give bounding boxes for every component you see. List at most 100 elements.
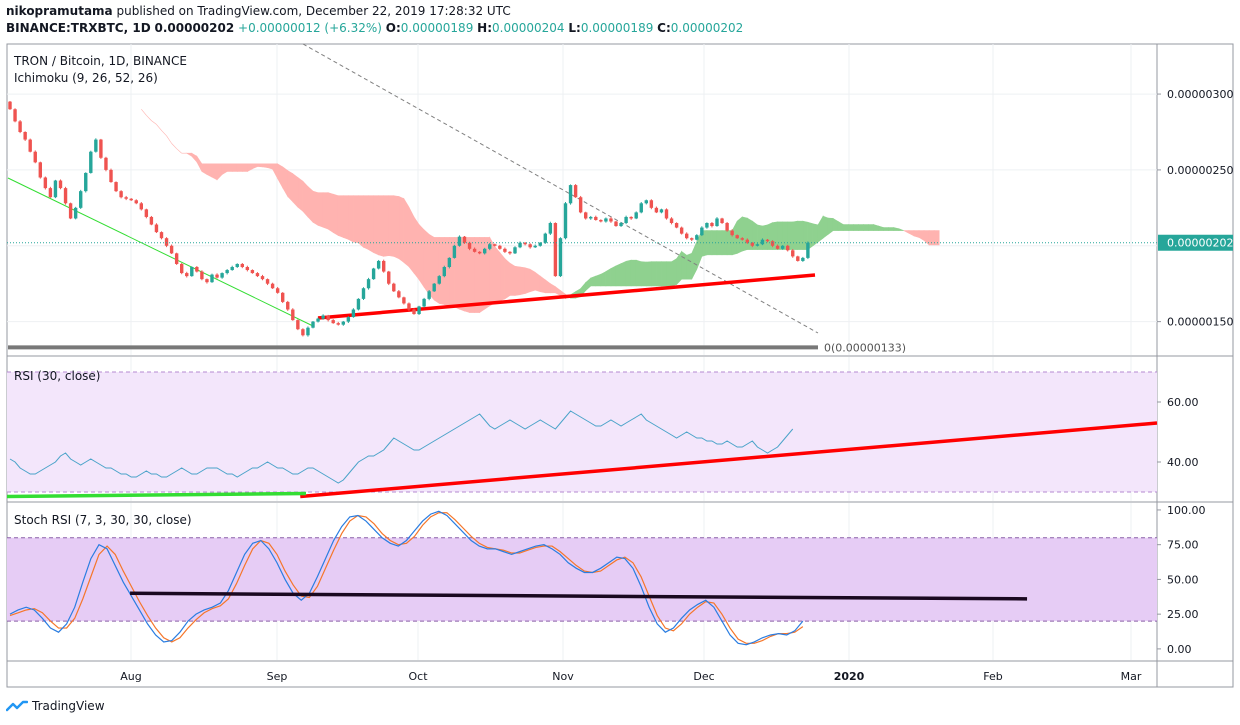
last-price-tag-label: 0.00000202: [1167, 237, 1233, 250]
candle-body: [240, 263, 244, 268]
cloud-segment: [585, 277, 592, 292]
cloud-segment: [524, 267, 531, 294]
candle-body: [594, 216, 598, 220]
cloud-segment: [888, 227, 895, 231]
candle-body: [624, 216, 628, 224]
cloud-segment: [514, 265, 521, 296]
cloud-segment: [156, 124, 162, 131]
candle-body: [584, 212, 588, 219]
cloud-segment: [640, 261, 647, 287]
candle-body: [483, 248, 487, 254]
cloud-segment: [832, 217, 839, 231]
cloud-segment: [317, 192, 324, 228]
cloud-segment: [605, 267, 612, 287]
cloud-segment: [534, 271, 541, 293]
tradingview-logo-icon: [6, 700, 28, 712]
candle-body: [760, 239, 765, 245]
cloud-segment: [348, 195, 354, 243]
candle-body: [94, 139, 98, 152]
candle-body: [366, 279, 371, 289]
candle-body: [341, 321, 345, 325]
candle-body: [185, 273, 189, 277]
candle-body: [629, 216, 633, 219]
candle-body: [649, 200, 654, 208]
x-tick-label: Oct: [408, 670, 428, 683]
candle-body: [437, 276, 441, 284]
candle-body: [99, 139, 103, 158]
candle-body: [331, 320, 335, 324]
candle-body: [301, 329, 305, 336]
candle-body: [644, 200, 648, 204]
cloud-segment: [479, 237, 486, 314]
candle-body: [48, 188, 53, 198]
cloud-segment: [166, 135, 172, 144]
cloud-segment: [651, 261, 657, 287]
cloud-segment: [252, 163, 258, 170]
cloud-segment: [413, 215, 420, 281]
green-trendline: [7, 177, 314, 327]
candle-body: [245, 267, 250, 271]
candle-body: [477, 251, 482, 254]
cloud-segment: [610, 265, 617, 287]
support-level-label: 0(0.00000133): [824, 341, 906, 354]
rsi-line: [9, 410, 794, 484]
x-tick-label: Dec: [693, 670, 714, 683]
last-price-tag: [1158, 234, 1233, 251]
stoch-y-tick-label: 100.00: [1167, 504, 1206, 517]
candle-body: [154, 224, 159, 233]
cloud-segment: [787, 221, 794, 250]
candle-body: [73, 207, 78, 219]
red-trendline: [317, 273, 816, 320]
cloud-segment: [519, 266, 526, 296]
candle-body: [382, 260, 386, 272]
candle-body: [589, 216, 593, 219]
candle-body: [356, 298, 361, 310]
rsi-y-tick-label: 60.00: [1167, 396, 1199, 409]
candle-body: [558, 238, 563, 277]
candle-body: [467, 242, 472, 249]
candle-body: [68, 203, 73, 219]
stoch-y-tick-label: 50.00: [1167, 573, 1199, 586]
cloud-segment: [671, 258, 677, 287]
close-value: 0.00000202: [670, 21, 744, 35]
cloud-segment: [231, 163, 238, 172]
cloud-segment: [368, 195, 374, 254]
candle-body: [568, 185, 573, 204]
cloud-segment: [327, 192, 334, 234]
tradingview-brand[interactable]: TradingView: [6, 699, 105, 713]
cloud-segment: [529, 268, 536, 293]
candle-body: [43, 177, 48, 189]
candle-body: [149, 216, 154, 225]
cloud-segment: [459, 237, 465, 312]
cloud-segment: [322, 192, 329, 230]
candle-body: [139, 203, 143, 210]
cloud-segment: [378, 195, 385, 257]
cloud-segment: [842, 224, 849, 231]
candle-body: [104, 157, 108, 170]
candle-body: [775, 245, 780, 249]
cloud-segment: [676, 250, 682, 286]
candle-body: [695, 235, 699, 240]
price-change: +0.00000012 (+6.32%): [238, 21, 382, 35]
cloud-segment: [686, 252, 693, 280]
cloud-segment: [262, 163, 268, 168]
candle-body: [270, 283, 275, 289]
cloud-segment: [681, 250, 688, 280]
x-tick-label: Sep: [267, 670, 288, 683]
candle-body: [392, 283, 396, 292]
candle-body: [109, 169, 113, 183]
candle-body: [659, 209, 664, 213]
candle-body: [690, 238, 694, 240]
publisher-name[interactable]: nikopramutama: [6, 4, 113, 18]
candle-body: [38, 162, 42, 178]
cloud-segment: [393, 195, 400, 260]
candle-body: [23, 131, 27, 140]
cloud-segment: [236, 163, 243, 172]
cloud-segment: [201, 163, 208, 175]
candle-body: [336, 323, 340, 325]
y-tick-label: 0.00000250: [1167, 164, 1233, 177]
cloud-segment: [635, 259, 642, 287]
cloud-segment: [615, 263, 622, 287]
candle-body: [169, 245, 174, 254]
